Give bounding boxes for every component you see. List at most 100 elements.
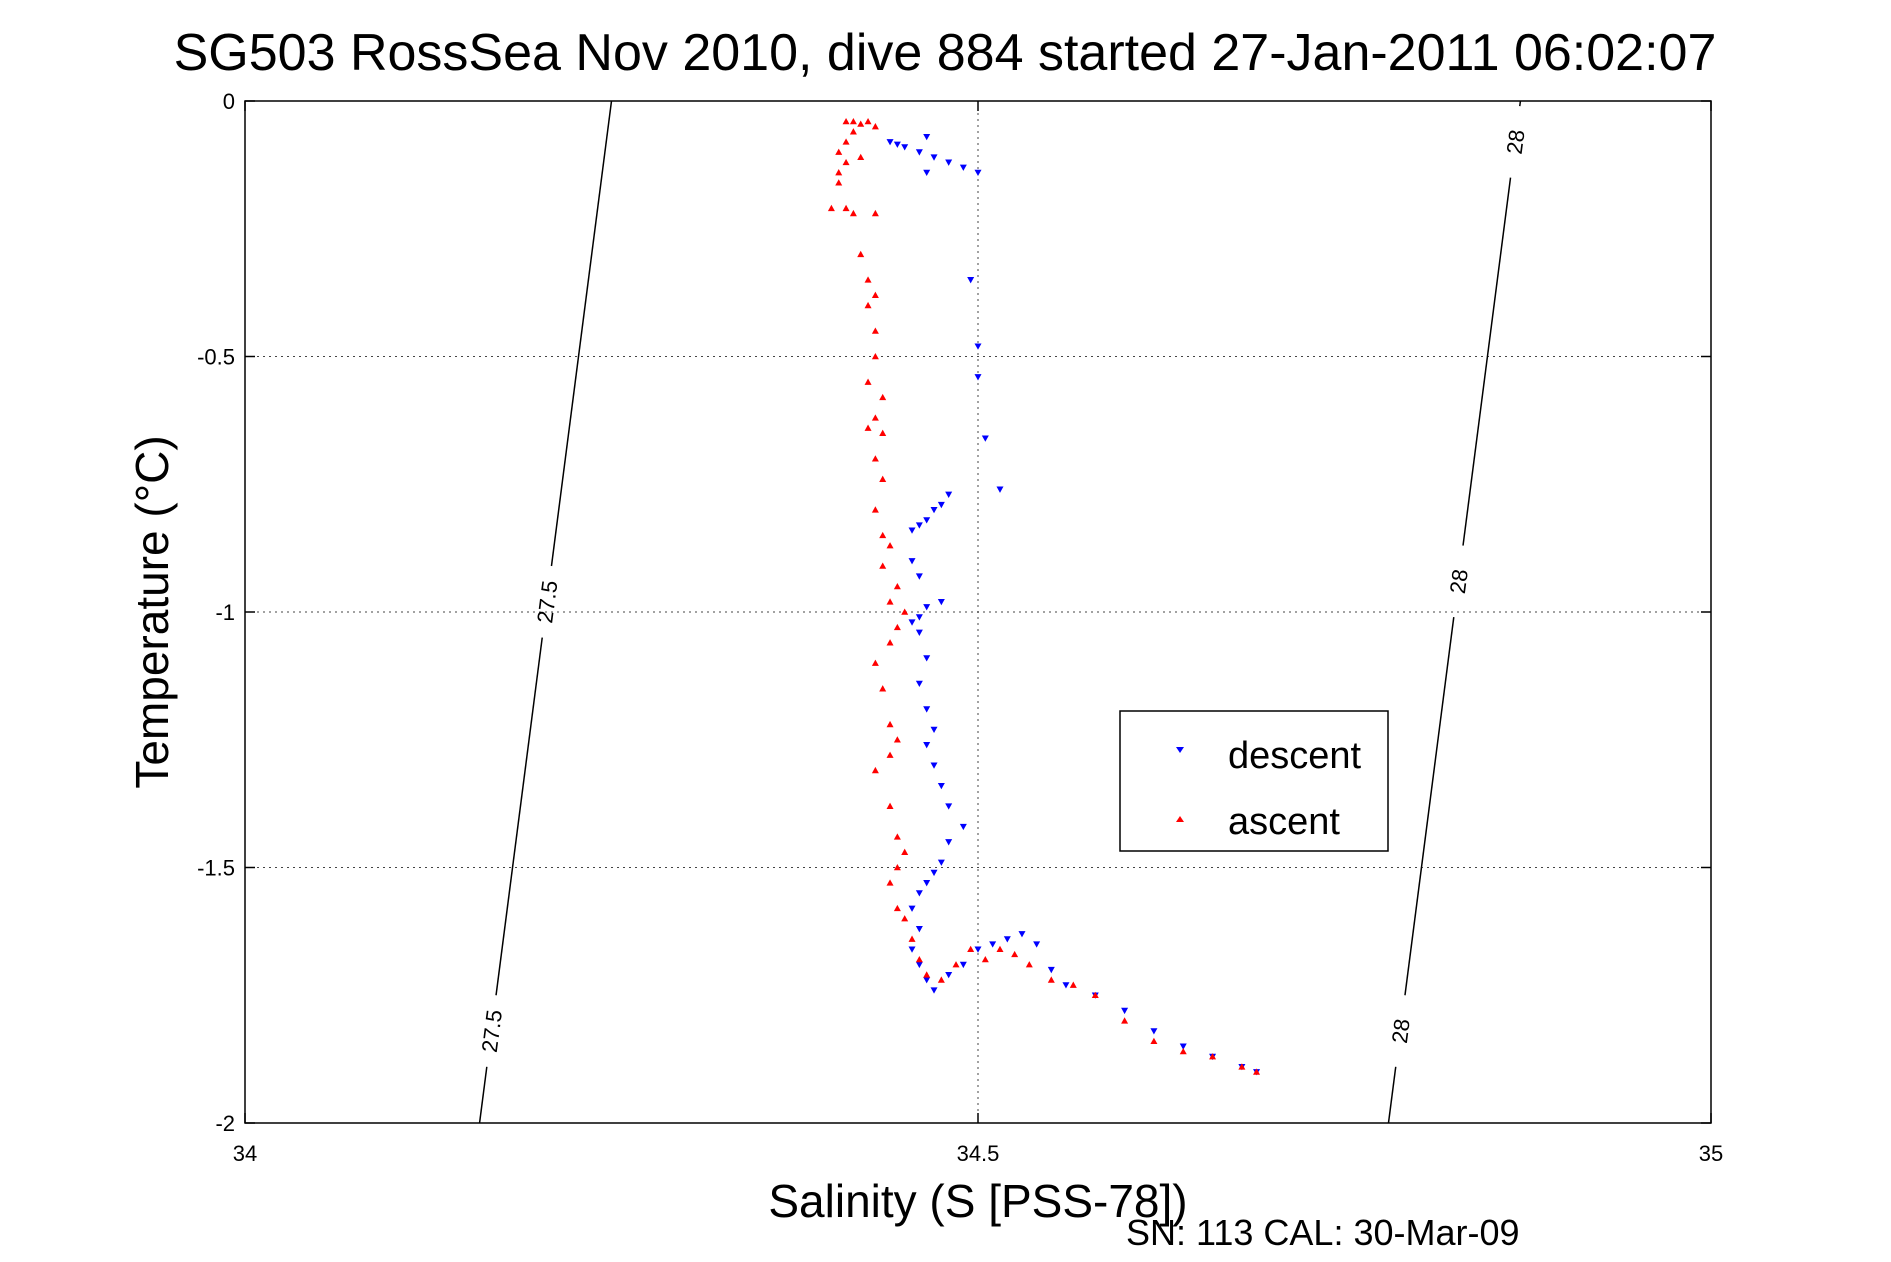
y-tick-label: -1 <box>215 600 235 625</box>
ascent-point <box>893 904 901 912</box>
descent-point <box>967 277 975 284</box>
x-tick-label: 34 <box>233 1141 257 1166</box>
ascent-point <box>835 179 843 186</box>
ascent-point <box>842 138 850 145</box>
descent-point <box>915 149 923 156</box>
descent-point <box>915 629 923 636</box>
descent-point <box>915 890 923 897</box>
descent-point <box>908 619 916 626</box>
descent-point <box>908 527 916 534</box>
grid-lines <box>245 101 1711 1123</box>
ascent-point <box>893 864 901 871</box>
ascent-point <box>871 506 879 513</box>
ascent-point <box>879 685 887 692</box>
axis-ticks: 34 34.5 35 0 -0.5 -1 -1.5 -2 <box>197 89 1723 1166</box>
descent-point <box>996 486 1004 493</box>
ascent-point <box>864 378 872 385</box>
ascent-point <box>886 542 894 549</box>
descent-point <box>1179 1043 1187 1050</box>
descent-point <box>1062 982 1070 989</box>
descent-point <box>923 706 931 713</box>
x-tick-label: 34.5 <box>957 1141 1000 1166</box>
contour-line-segment <box>478 1066 488 1124</box>
descent-point <box>937 859 945 866</box>
ascent-point <box>871 659 879 666</box>
ascent-point <box>901 848 909 855</box>
descent-point <box>981 435 989 442</box>
ascent-point <box>835 148 843 155</box>
ascent-point <box>864 117 872 125</box>
ascent-point <box>849 209 857 217</box>
descent-point <box>937 598 945 606</box>
legend: descent ascent <box>1119 710 1389 852</box>
descent-point <box>1033 941 1041 948</box>
ascent-point <box>1150 1037 1158 1045</box>
descent-point <box>901 144 909 151</box>
ascent-point <box>835 169 843 176</box>
ascent-point <box>981 955 989 963</box>
contour-label: 28 <box>1502 128 1530 155</box>
data-points <box>827 117 1261 1076</box>
ascent-point <box>864 276 872 283</box>
footer-calibration: SN: 113 CAL: 30-Mar-09 <box>1126 1212 1520 1253</box>
ascent-point <box>996 945 1004 953</box>
ascent-point <box>937 976 945 983</box>
descent-point <box>908 946 916 953</box>
descent-point <box>908 558 916 565</box>
ascent-point <box>1209 1053 1217 1060</box>
ascent-point <box>871 291 879 298</box>
descent-point <box>930 154 938 161</box>
y-axis-label: Temperature (°C) <box>126 435 178 788</box>
ascent-point <box>901 608 909 615</box>
ascent-point <box>908 935 916 942</box>
descent-point <box>974 946 982 953</box>
ascent-point <box>915 955 923 963</box>
ascent-point <box>886 598 894 605</box>
descent-point <box>959 961 967 969</box>
descent-point <box>893 141 901 148</box>
ascent-point <box>871 455 879 462</box>
descent-point <box>923 604 931 611</box>
legend-descent-label: descent <box>1228 735 1362 777</box>
contour-label: 28 <box>1445 568 1473 595</box>
ascent-point <box>1047 976 1055 983</box>
descent-point <box>886 139 894 146</box>
x-tick-label: 35 <box>1699 1141 1723 1166</box>
ascent-point <box>871 209 879 217</box>
ascent-point <box>893 736 901 743</box>
ascent-point <box>893 582 901 590</box>
ascent-point <box>1069 981 1077 988</box>
ascent-point <box>871 327 879 334</box>
contour-line-segment <box>495 637 543 996</box>
contour-line-segment <box>1462 177 1512 546</box>
descent-point <box>915 573 923 580</box>
contour-line-segment <box>1387 1066 1397 1124</box>
descent-point <box>1003 936 1011 943</box>
contour-label: 27.5 <box>532 579 562 625</box>
ascent-point <box>871 353 879 360</box>
ascent-point <box>827 204 835 212</box>
descent-point <box>930 987 938 994</box>
ascent-point <box>1011 950 1019 958</box>
descent-point <box>945 972 953 979</box>
ascent-point <box>879 393 887 401</box>
contour-label: 27.5 <box>477 1008 507 1054</box>
legend-box <box>1119 710 1389 852</box>
ascent-point <box>886 639 894 646</box>
descent-point <box>923 977 931 984</box>
y-tick-label: 0 <box>223 89 235 114</box>
y-tick-label: -0.5 <box>197 345 235 370</box>
legend-ascent-marker <box>1176 816 1184 822</box>
ascent-point <box>849 128 857 135</box>
descent-point <box>1121 1007 1129 1015</box>
descent-point <box>945 159 953 166</box>
descent-point <box>908 905 916 912</box>
descent-point <box>974 169 982 177</box>
descent-point <box>945 491 953 498</box>
descent-point <box>1018 931 1026 938</box>
descent-point <box>923 169 931 177</box>
descent-point <box>915 522 923 529</box>
ascent-point <box>1238 1063 1246 1070</box>
ascent-point <box>871 766 879 774</box>
ascent-point <box>886 879 894 886</box>
